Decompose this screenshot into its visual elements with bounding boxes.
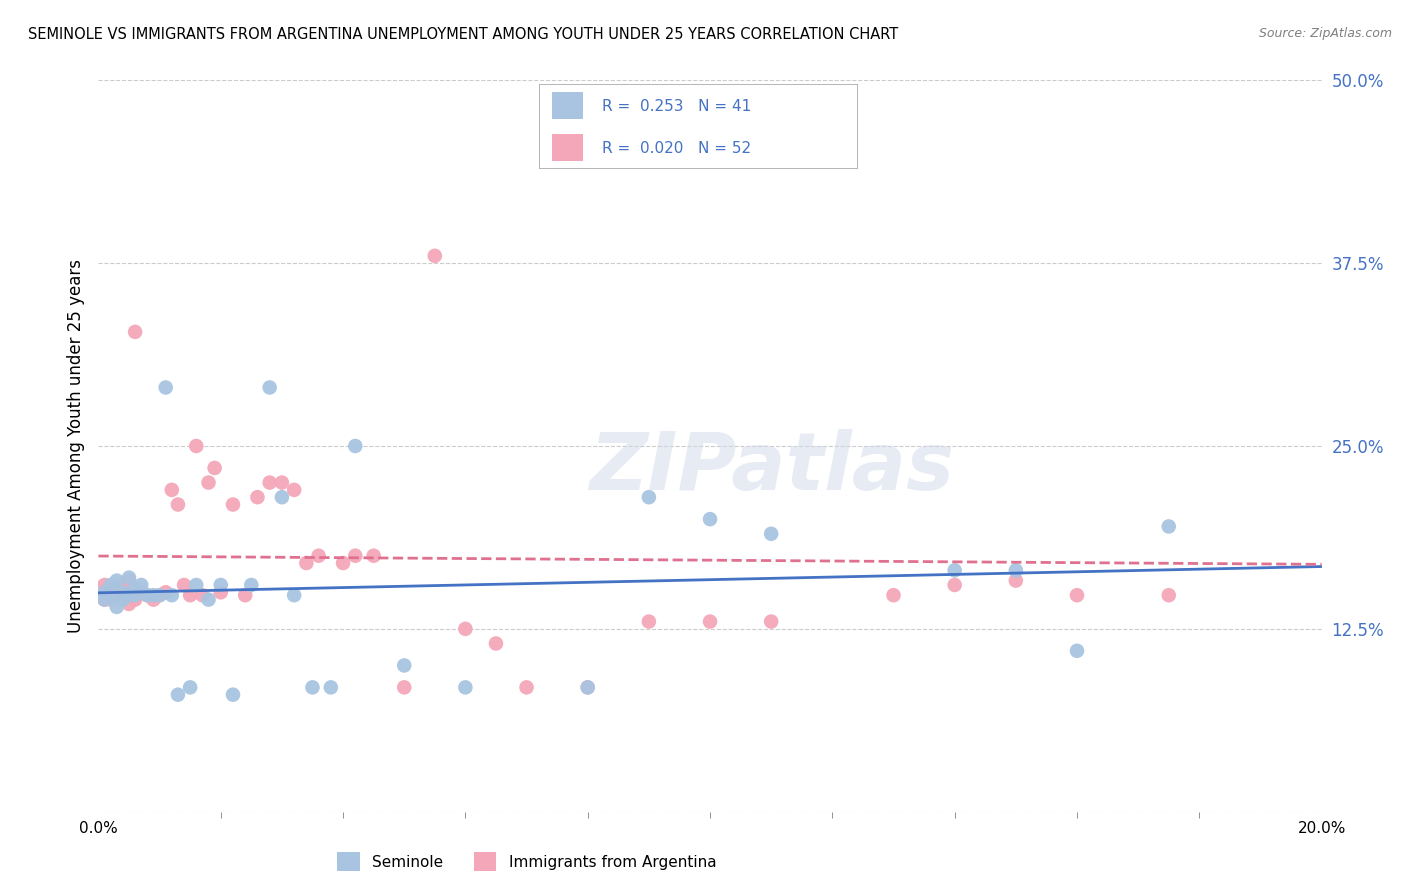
Point xyxy=(209,585,232,599)
Point xyxy=(111,578,134,592)
Point xyxy=(179,681,201,695)
Point xyxy=(100,592,122,607)
Point xyxy=(160,588,183,602)
Point xyxy=(160,483,183,497)
Point xyxy=(699,512,721,526)
Point xyxy=(118,574,141,588)
Point xyxy=(93,578,115,592)
Point xyxy=(118,597,141,611)
Point xyxy=(186,578,208,592)
Point xyxy=(699,615,721,629)
Point xyxy=(240,578,263,592)
Point xyxy=(197,475,219,490)
Point xyxy=(100,578,122,592)
Point xyxy=(105,582,128,597)
Point xyxy=(295,556,318,570)
Point xyxy=(259,380,281,394)
Point xyxy=(1066,644,1088,658)
Point xyxy=(1004,574,1026,588)
Point xyxy=(124,592,146,607)
Point xyxy=(637,615,661,629)
Point xyxy=(129,585,152,599)
Point xyxy=(179,588,201,602)
Point xyxy=(222,498,245,512)
Point xyxy=(100,585,122,599)
Point xyxy=(100,588,122,602)
Point xyxy=(246,490,269,504)
Point xyxy=(149,588,172,602)
Point xyxy=(637,490,661,504)
Point xyxy=(392,658,416,673)
Point xyxy=(1157,519,1180,533)
Point xyxy=(173,578,195,592)
Point xyxy=(516,681,538,695)
Point xyxy=(270,490,292,504)
Point xyxy=(283,588,305,602)
Y-axis label: Unemployment Among Youth under 25 years: Unemployment Among Youth under 25 years xyxy=(66,259,84,633)
Text: ZIPatlas: ZIPatlas xyxy=(589,429,953,507)
Point xyxy=(105,599,128,614)
Point xyxy=(167,688,190,702)
Point xyxy=(124,325,146,339)
Point xyxy=(943,563,966,577)
Point xyxy=(124,588,146,602)
Point xyxy=(821,153,844,168)
Point xyxy=(167,498,190,512)
Point xyxy=(111,592,134,607)
Point xyxy=(155,585,177,599)
Point xyxy=(111,585,134,599)
Point xyxy=(93,592,115,607)
Point xyxy=(136,588,159,602)
Point xyxy=(301,681,323,695)
Point xyxy=(118,588,141,602)
Point xyxy=(759,615,782,629)
Text: SEMINOLE VS IMMIGRANTS FROM ARGENTINA UNEMPLOYMENT AMONG YOUTH UNDER 25 YEARS CO: SEMINOLE VS IMMIGRANTS FROM ARGENTINA UN… xyxy=(28,27,898,42)
Point xyxy=(344,439,367,453)
Point xyxy=(308,549,330,563)
Point xyxy=(142,588,165,602)
Point xyxy=(576,681,599,695)
Legend: Seminole, Immigrants from Argentina: Seminole, Immigrants from Argentina xyxy=(330,847,723,877)
Point xyxy=(454,681,477,695)
Point xyxy=(883,588,905,602)
Point xyxy=(222,688,245,702)
Point xyxy=(270,475,292,490)
Point xyxy=(576,681,599,695)
Point xyxy=(124,582,146,597)
Point xyxy=(485,636,508,650)
Point xyxy=(197,592,219,607)
Point xyxy=(105,588,128,602)
Point xyxy=(943,578,966,592)
Point xyxy=(344,549,367,563)
Point xyxy=(759,526,782,541)
Point xyxy=(259,475,281,490)
Point xyxy=(149,588,172,602)
Point xyxy=(454,622,477,636)
Text: Source: ZipAtlas.com: Source: ZipAtlas.com xyxy=(1258,27,1392,40)
Point xyxy=(423,249,446,263)
Point xyxy=(233,588,256,602)
Point xyxy=(105,574,128,588)
Point xyxy=(142,592,165,607)
Point xyxy=(118,571,141,585)
Point xyxy=(111,588,134,602)
Point xyxy=(155,380,177,394)
Point xyxy=(1157,588,1180,602)
Point xyxy=(363,549,385,563)
Point xyxy=(332,556,354,570)
Point xyxy=(129,578,152,592)
Point xyxy=(136,588,159,602)
Point xyxy=(93,585,115,599)
Point xyxy=(1004,563,1026,577)
Point xyxy=(186,439,208,453)
Point xyxy=(283,483,305,497)
Point xyxy=(392,681,416,695)
Point xyxy=(93,592,115,607)
Point xyxy=(204,461,226,475)
Point xyxy=(1066,588,1088,602)
Point xyxy=(319,681,342,695)
Point xyxy=(191,588,214,602)
Point xyxy=(209,578,232,592)
